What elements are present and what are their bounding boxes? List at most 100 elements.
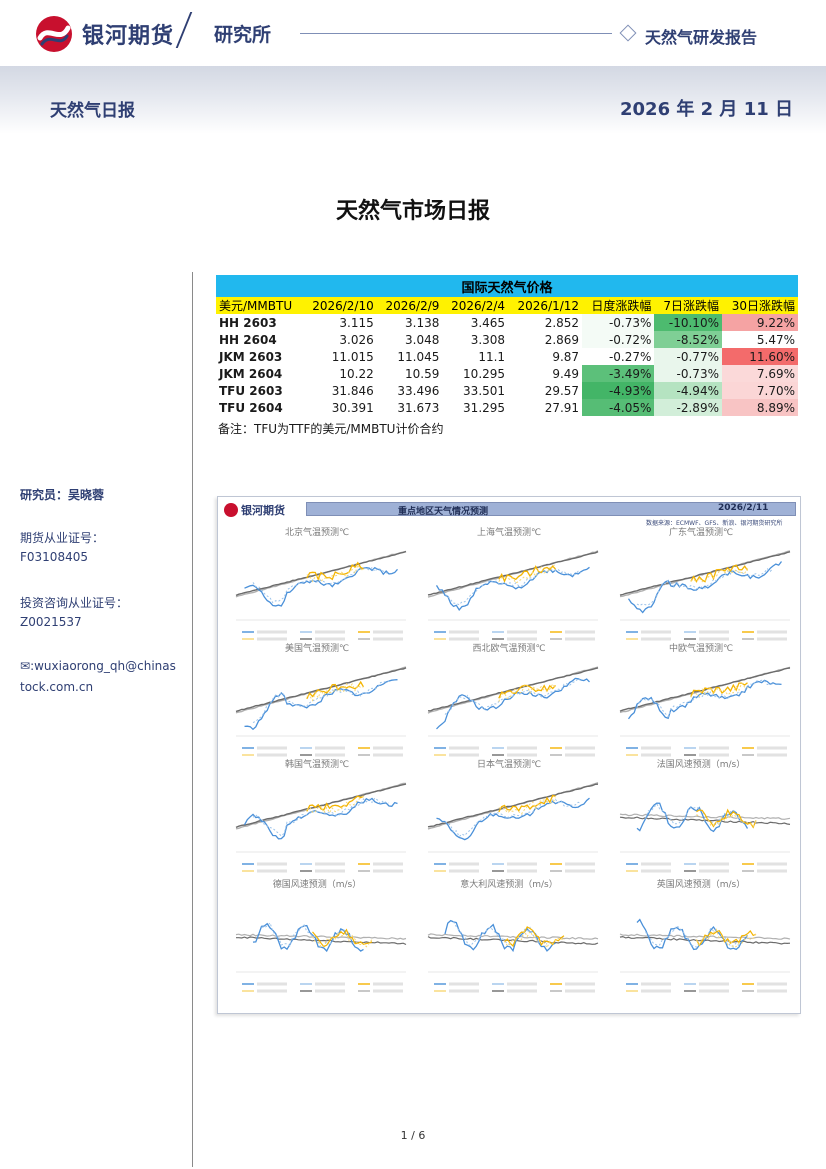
legend-label-placeholder (641, 746, 671, 750)
legend-label-placeholder (641, 989, 671, 993)
ecmwf-line (636, 802, 749, 833)
legend-label-placeholder (315, 989, 345, 993)
gas-price-table: 国际天然气价格 美元/MMBTU 2026/2/10 2026/2/9 2026/2/4… (216, 275, 798, 416)
contract-name: TFU 2603 (219, 383, 283, 398)
table-row: JKM 2603 11.015 11.045 11.1 9.87 -0.27% -0.77%… (216, 348, 798, 365)
weather-forecast-figure: 银河期货 重点地区天气情况预测 2026/2/11 数据来源：ECMWF、GFS… (217, 496, 801, 1014)
legend-label-placeholder (565, 746, 595, 750)
table-cell: 10.59 (405, 366, 440, 381)
table-cell: 9.87 (552, 349, 580, 364)
legend-label-placeholder (449, 989, 479, 993)
gfs-last-line (306, 795, 364, 814)
forecast-line-chart (619, 918, 791, 993)
avg5y-line (427, 551, 599, 596)
gfs-last-line (498, 563, 556, 584)
table-cell: -3.49% (582, 365, 655, 382)
table-row: JKM 2604 10.22 10.59 10.295 9.49 -3.49% -0.73%… (216, 365, 798, 382)
legend-label-placeholder (757, 746, 787, 750)
avg5y-line (427, 783, 599, 828)
forecast-line-chart (235, 921, 407, 993)
ecmwf-last-line (252, 797, 390, 837)
gfs-line (498, 565, 556, 583)
table-row: HH 2604 3.026 3.048 3.308 2.869 -0.72% -8.52% 5… (216, 331, 798, 348)
avg10y-line (235, 933, 407, 940)
table-row: TFU 2604 30.391 31.673 31.295 27.91 -4.05% -2.… (216, 399, 798, 416)
weather-date: 2026/2/11 (718, 503, 769, 513)
table-header-row: 美元/MMBTU 2026/2/10 2026/2/9 2026/2/4 2026/1/… (216, 297, 798, 314)
table-cell: 3.115 (339, 315, 374, 330)
gfs-line (696, 808, 757, 829)
table-cell: 3.465 (470, 315, 506, 330)
legend-label-placeholder (699, 637, 729, 641)
email-line-1: ✉:wuxiaorong_qh@chinas (20, 659, 176, 673)
contract-name: TFU 2604 (219, 400, 283, 415)
table-cell: 9.49 (552, 366, 580, 381)
forecast-panel-title: 德国风速预测（m/s） (272, 880, 362, 890)
forecast-line-chart (427, 550, 599, 641)
legend-label-placeholder (757, 862, 787, 866)
forecast-panel-title: 广东气温预测℃ (668, 528, 734, 538)
gfs-line (312, 928, 373, 948)
avg5y-line (619, 667, 791, 712)
report-name: 天然气日报 (50, 101, 135, 121)
email-address-part-2[interactable]: tock.com.cn (20, 680, 94, 694)
legend-label-placeholder (449, 753, 479, 757)
forecast-panel: 中欧气温预测℃ (606, 639, 796, 762)
legend-label-placeholder (641, 637, 671, 641)
forecast-panel-title: 意大利风速预测（m/s） (460, 880, 558, 890)
avg5y-line (427, 936, 599, 945)
avg10y-line (619, 813, 791, 820)
gfs-line (695, 929, 757, 947)
forecast-panel: 意大利风速预测（m/s） (414, 875, 604, 998)
forecast-panel-title: 西北欧气温预测℃ (472, 644, 546, 654)
ecmwf-last-line (444, 798, 582, 838)
report-header: 银河期货 研究所 天然气研发报告 (0, 0, 826, 66)
table-cell: 8.89% (721, 399, 798, 416)
gfs-last-line (312, 931, 373, 948)
legend-label-placeholder (257, 746, 287, 750)
legend-label-placeholder (449, 862, 479, 866)
legend-label-placeholder (699, 982, 729, 986)
legend-label-placeholder (257, 753, 287, 757)
legend-label-placeholder (373, 862, 403, 866)
table-note: 备注：TFU为TTF的美元/MMBTU计价合约 (218, 422, 444, 436)
report-date: 2026 年 2 月 11 日 (620, 99, 794, 120)
table-cell: 29.57 (544, 383, 580, 398)
advisory-cert-label: 投资咨询从业证号： (20, 596, 129, 610)
table-cell: -8.52% (654, 331, 722, 348)
table-header-cell: 2026/2/4 (442, 297, 509, 314)
avg10y-line (427, 933, 599, 940)
table-cell: 11.1 (478, 349, 506, 364)
legend-label-placeholder (507, 637, 537, 641)
forecast-panel: 广东气温预测℃ (606, 523, 796, 646)
legend-label-placeholder (507, 869, 537, 873)
table-title-row: 国际天然气价格 (216, 275, 798, 297)
avg5y-line (235, 783, 407, 829)
table-cell: 3.048 (405, 332, 440, 347)
forecast-line-chart (427, 919, 599, 993)
legend-label-placeholder (257, 637, 287, 641)
gfs-last-line (696, 814, 757, 828)
legend-label-placeholder (373, 869, 403, 873)
legend-label-placeholder (373, 637, 403, 641)
gfs-last-line (498, 797, 556, 815)
table-header-cell: 7日涨跌幅 (654, 297, 722, 314)
legend-label-placeholder (373, 982, 403, 986)
table-cell: 3.308 (470, 332, 506, 347)
table-header-cell: 日度涨跌幅 (582, 297, 655, 314)
email-address-part-1[interactable]: :wuxiaorong_qh@chinas (30, 659, 176, 673)
weather-logo: 银河期货 (224, 502, 285, 518)
column-divider (192, 272, 193, 1167)
table-cell: 11.045 (397, 349, 440, 364)
legend-label-placeholder (757, 869, 787, 873)
legend-label-placeholder (757, 753, 787, 757)
forecast-panel-title: 法国风速预测（m/s） (656, 760, 746, 770)
forecast-panel-title: 日本气温预测℃ (476, 760, 542, 770)
legend-label-placeholder (641, 982, 671, 986)
table-cell: 2.869 (544, 332, 580, 347)
legend-label-placeholder (257, 869, 287, 873)
table-cell: 27.91 (544, 400, 580, 415)
avg5y-line (619, 551, 791, 596)
mail-icon: ✉ (20, 659, 31, 673)
legend-label-placeholder (699, 753, 729, 757)
